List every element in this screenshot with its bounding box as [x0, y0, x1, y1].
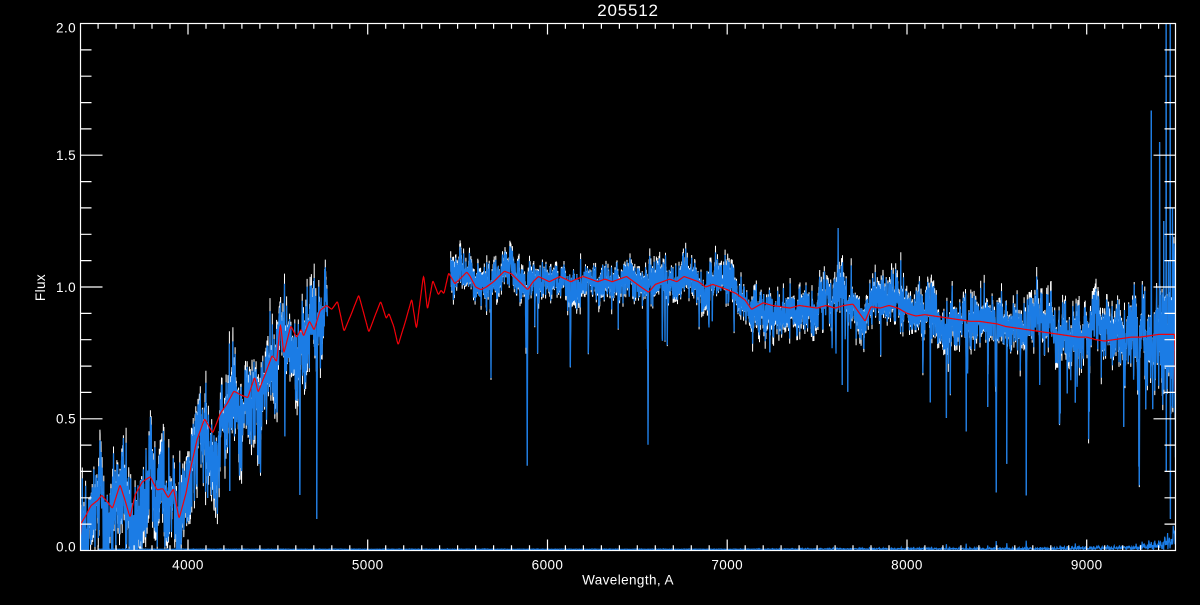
svg-text:205512: 205512: [597, 1, 659, 20]
svg-text:4000: 4000: [172, 558, 204, 573]
svg-text:1.0: 1.0: [56, 280, 76, 295]
svg-text:9000: 9000: [1071, 558, 1103, 573]
svg-text:Flux: Flux: [33, 274, 48, 301]
svg-text:2.0: 2.0: [56, 20, 76, 35]
svg-text:8000: 8000: [891, 558, 923, 573]
svg-text:1.5: 1.5: [56, 148, 76, 163]
svg-text:Wavelength, A: Wavelength, A: [582, 573, 674, 588]
svg-text:0.5: 0.5: [56, 412, 76, 427]
svg-text:6000: 6000: [532, 558, 564, 573]
svg-text:5000: 5000: [352, 558, 384, 573]
svg-text:7000: 7000: [711, 558, 743, 573]
svg-text:0.0: 0.0: [56, 540, 76, 555]
